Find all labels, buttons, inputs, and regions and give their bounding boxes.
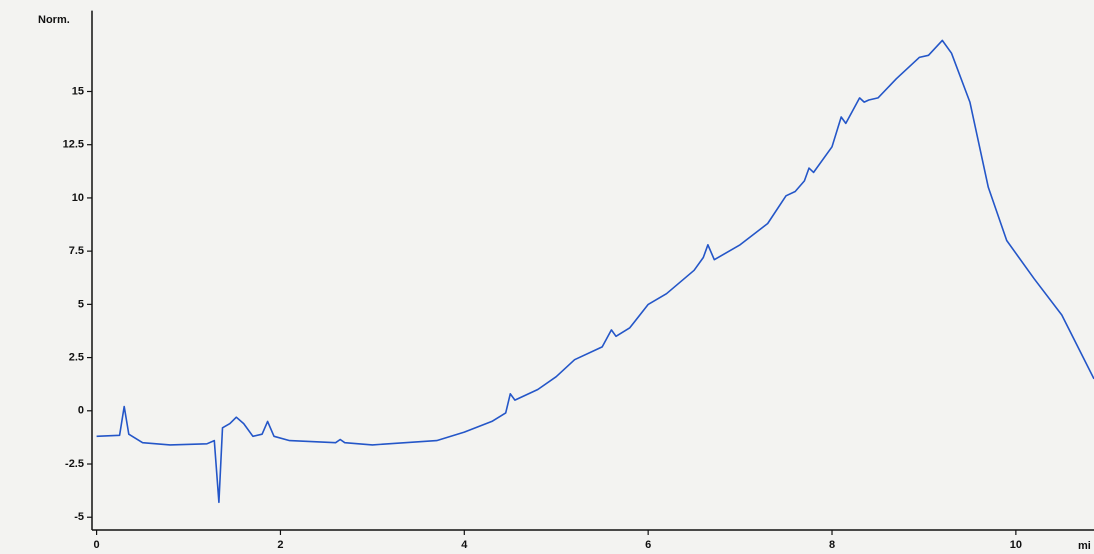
x-tick-label: 0 <box>94 539 100 551</box>
x-tick-label: 10 <box>1010 539 1022 551</box>
x-tick-label: 8 <box>829 539 835 551</box>
y-tick-label: 5 <box>78 298 84 310</box>
y-axis-label: Norm. <box>38 14 70 26</box>
y-tick-label: 10 <box>72 192 84 204</box>
y-tick-label: 7.5 <box>69 245 84 257</box>
x-tick-label: 2 <box>277 539 283 551</box>
y-tick-label: 0 <box>78 405 84 417</box>
y-tick-label: -2.5 <box>65 458 84 470</box>
y-tick-label: 12.5 <box>63 139 84 151</box>
y-tick-label: 2.5 <box>69 351 84 363</box>
y-tick-label: 15 <box>72 85 84 97</box>
x-tick-label: 6 <box>645 539 651 551</box>
trace-line <box>96 39 1094 504</box>
x-axis-label: mi <box>1078 540 1091 552</box>
x-tick-label: 4 <box>461 539 468 551</box>
y-tick-label: -5 <box>74 511 84 523</box>
